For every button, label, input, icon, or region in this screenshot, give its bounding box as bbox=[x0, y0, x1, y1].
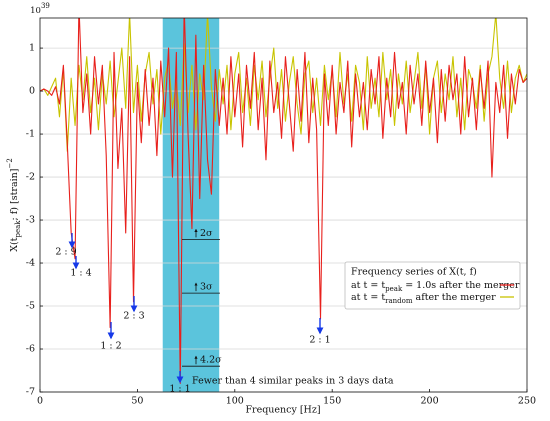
legend-label: at t = trandom after the merger bbox=[351, 292, 496, 306]
y-tick-label: 1 bbox=[29, 43, 35, 54]
legend-box bbox=[344, 261, 521, 310]
annotation-label: 1 : 4 bbox=[70, 268, 91, 279]
x-tick-label: 250 bbox=[518, 396, 536, 407]
x-axis-label: Frequency [Hz] bbox=[245, 405, 320, 416]
plot-frame bbox=[39, 17, 528, 393]
annotation-note: Fewer than 4 similar peaks in 3 days dat… bbox=[192, 376, 394, 387]
annotation-label: 1 : 1 bbox=[169, 384, 190, 395]
y-tick-label: -2 bbox=[26, 172, 35, 183]
annotation-label: 2 : 9 bbox=[55, 247, 76, 258]
y-tick-label: 0 bbox=[29, 86, 35, 97]
x-tick-label: 50 bbox=[131, 396, 143, 407]
annotation-label: 2 : 1 bbox=[309, 335, 330, 346]
y-tick-label: -4 bbox=[26, 258, 35, 269]
x-tick-label: 200 bbox=[421, 396, 439, 407]
y-tick-label: -7 bbox=[26, 387, 35, 398]
y-tick-label: -6 bbox=[26, 344, 35, 355]
annotation-label: 1 : 2 bbox=[100, 341, 121, 352]
threshold-label: 2σ bbox=[200, 228, 213, 239]
threshold-label: 4.2σ bbox=[200, 355, 222, 366]
x-tick-label: 100 bbox=[226, 396, 244, 407]
series-line bbox=[40, 18, 527, 384]
y-tick-label: -5 bbox=[26, 301, 35, 312]
y-multiplier: 1039 bbox=[30, 2, 50, 16]
legend-title: Frequency series of X(t, f) bbox=[351, 267, 477, 278]
x-tick-label: 0 bbox=[37, 396, 43, 407]
y-tick-label: -3 bbox=[26, 215, 35, 226]
threshold-label: 3σ bbox=[200, 282, 213, 293]
legend-label: at t = tpeak = 1.0s after the merger bbox=[351, 280, 520, 294]
y-tick-label: -1 bbox=[26, 129, 35, 140]
y-axis-label: X(tpeak; f) [strain]−2 bbox=[6, 158, 22, 252]
annotation-label: 2 : 3 bbox=[123, 311, 144, 322]
x-tick-label: 150 bbox=[323, 396, 341, 407]
